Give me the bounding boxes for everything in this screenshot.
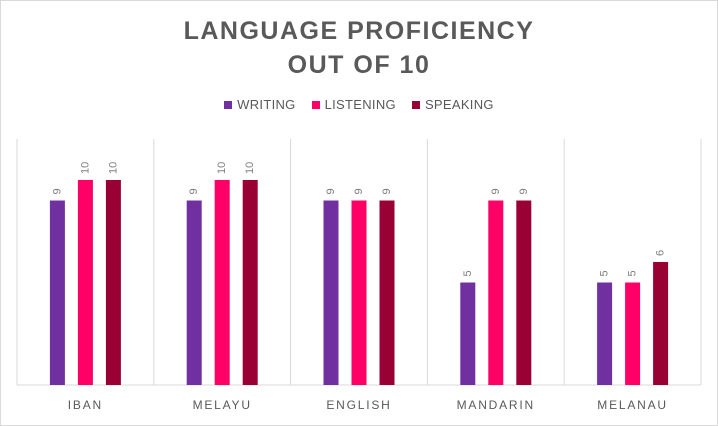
bar-writing-melayu	[186, 200, 202, 385]
data-label: 9	[518, 188, 530, 194]
data-label: 10	[79, 162, 91, 174]
legend-label-writing: WRITING	[237, 97, 296, 112]
bar-writing-english	[323, 200, 339, 385]
bar-listening-mandarin	[488, 200, 504, 385]
bar-speaking-melayu	[242, 180, 258, 385]
bar-speaking-iban	[105, 180, 121, 385]
x-tick-label: MELANAU	[597, 398, 668, 412]
bar-listening-melayu	[214, 180, 230, 385]
data-label: 10	[244, 162, 256, 174]
legend-item-writing: WRITING	[224, 97, 295, 112]
chart-title: LANGUAGE PROFICIENCY OUT OF 10	[0, 14, 718, 82]
bar-listening-melanau	[625, 282, 641, 385]
legend-item-speaking: SPEAKING	[411, 97, 494, 112]
bar-listening-english	[351, 200, 367, 385]
legend-item-listening: LISTENING	[311, 97, 396, 112]
legend-swatch-speaking	[411, 100, 420, 109]
legend-swatch-writing	[224, 100, 233, 109]
bar-writing-iban	[49, 200, 65, 385]
bar-speaking-mandarin	[516, 200, 532, 385]
legend-swatch-listening	[311, 100, 320, 109]
x-tick-label: ENGLISH	[326, 398, 391, 412]
data-label: 9	[188, 188, 200, 194]
x-tick-label: IBAN	[68, 398, 103, 412]
data-label: 9	[353, 188, 365, 194]
bar-writing-mandarin	[460, 282, 476, 385]
data-label: 5	[462, 270, 474, 276]
data-label: 9	[325, 188, 337, 194]
data-label: 10	[216, 162, 228, 174]
bar-listening-iban	[77, 180, 93, 385]
data-label: 6	[655, 250, 667, 256]
x-tick-label: MELAYU	[193, 398, 252, 412]
data-label: 5	[627, 270, 639, 276]
data-label: 9	[381, 188, 393, 194]
data-label: 5	[599, 270, 611, 276]
legend-label-listening: LISTENING	[324, 97, 396, 112]
bar-speaking-melanau	[653, 262, 669, 385]
data-label: 10	[107, 162, 119, 174]
data-label: 9	[51, 188, 63, 194]
data-label: 9	[490, 188, 502, 194]
legend: WRITING LISTENING SPEAKING	[0, 97, 718, 112]
bar-writing-melanau	[597, 282, 613, 385]
chart-title-line-2: OUT OF 10	[287, 51, 431, 79]
x-tick-label: MANDARIN	[457, 398, 535, 412]
legend-label-speaking: SPEAKING	[424, 97, 494, 112]
bar-speaking-english	[379, 200, 395, 385]
chart-title-line-1: LANGUAGE PROFICIENCY	[183, 17, 535, 45]
